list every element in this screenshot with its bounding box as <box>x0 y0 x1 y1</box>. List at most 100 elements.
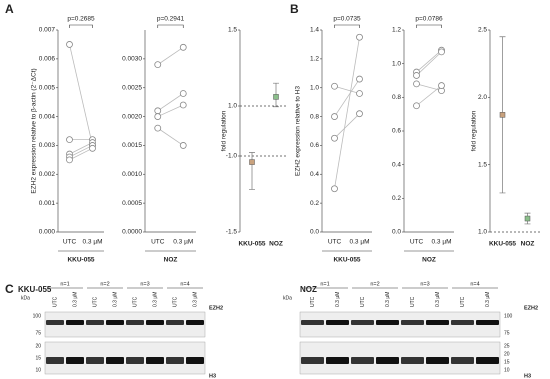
y-tick-label: 1.4 <box>310 27 319 34</box>
data-point <box>66 41 73 48</box>
data-point <box>249 159 255 165</box>
data-point <box>499 112 506 118</box>
replicate-label: n=3 <box>420 281 429 287</box>
data-point <box>413 80 420 88</box>
y-tick-label: 0.0 <box>310 229 319 236</box>
marker-label: 10 <box>504 367 510 373</box>
y-tick-label: 0.0 <box>392 229 401 236</box>
x-tick-label: 0.3 µM <box>82 239 102 246</box>
blot-band <box>326 357 349 364</box>
data-point <box>331 185 338 193</box>
marker-label: 75 <box>504 330 510 336</box>
lane-label: 0.3 µM <box>335 292 341 307</box>
y-tick-label: -1.5 <box>226 229 238 236</box>
y-tick-label: 0.0000 <box>122 229 142 236</box>
kda-label: kDa <box>21 295 30 301</box>
lane-label: 0.3 µM <box>72 292 78 307</box>
data-point <box>179 43 187 51</box>
y-tick-label: 0.005 <box>39 84 56 91</box>
blot-band <box>66 320 84 325</box>
pair-line <box>416 83 442 91</box>
blot-band <box>301 320 324 325</box>
blot-band <box>126 357 144 364</box>
pair-line <box>334 85 360 94</box>
blot-band <box>426 320 449 325</box>
pair-line <box>334 113 360 139</box>
y-tick-label: 0.0025 <box>122 84 142 91</box>
group-label: KKU-055 <box>333 257 360 264</box>
y-tick-label: 0.007 <box>39 27 56 34</box>
data-point <box>438 48 445 56</box>
data-point <box>331 134 338 142</box>
data-point <box>356 110 363 118</box>
y-tick-label: 0.0020 <box>122 113 142 120</box>
y-tick-label: 0.002 <box>39 171 56 178</box>
protein-label: EZH2 <box>524 305 538 311</box>
marker-label: 100 <box>504 313 513 319</box>
pair-line <box>69 145 93 158</box>
blot-band <box>186 357 204 364</box>
x-tick-label: 0.3 µM <box>431 239 451 246</box>
pair-line <box>157 127 184 146</box>
pair-line <box>69 142 93 155</box>
y-tick-label: 1.5 <box>228 27 237 34</box>
lane-label: 0.3 µM <box>112 292 118 307</box>
x-tick-label: UTC <box>328 239 342 246</box>
blot-band <box>46 357 64 364</box>
blot-band <box>301 357 324 364</box>
pair-line <box>157 93 184 112</box>
group-label: KKU-055 <box>67 257 94 264</box>
data-point <box>179 142 187 149</box>
x-tick-label: KKU-055 <box>238 241 265 248</box>
marker-label: 10 <box>35 367 41 373</box>
x-tick-label: KKU-055 <box>489 241 516 248</box>
panel-label: C <box>5 282 14 296</box>
lane-label: 0.3 µM <box>485 292 491 307</box>
lane-label: UTC <box>310 296 316 307</box>
group-label: NOZ <box>422 257 436 264</box>
data-point <box>438 82 445 89</box>
pair-line <box>157 46 184 65</box>
data-point <box>356 90 363 97</box>
y-tick-label: 1.0 <box>478 229 487 236</box>
data-point <box>66 156 73 164</box>
kda-label: kDa <box>283 295 292 301</box>
y-tick-label: 0.003 <box>39 142 56 149</box>
y-tick-label: 2.0 <box>478 94 487 101</box>
y-tick-label: 0.000 <box>39 229 56 236</box>
y-tick-label: 0.0010 <box>122 171 142 178</box>
replicate-label: n=3 <box>140 281 149 287</box>
y-axis-label: EZH2 expression relative to H3 <box>295 86 302 176</box>
replicate-label: n=4 <box>470 281 479 287</box>
lane-label: UTC <box>52 296 58 307</box>
replicate-label: n=1 <box>60 281 69 287</box>
blot-band <box>401 357 424 364</box>
blot-band <box>46 320 64 325</box>
replicate-label: n=4 <box>180 281 189 287</box>
y-tick-label: 0.004 <box>39 113 56 120</box>
data-point <box>273 94 279 100</box>
pair-line <box>69 44 93 146</box>
marker-label: 25 <box>504 343 510 349</box>
data-point <box>154 107 162 115</box>
x-tick-label: 0.3 µM <box>173 239 193 246</box>
marker-label: 15 <box>35 355 41 361</box>
p-value: p=0.0786 <box>415 16 443 23</box>
blot-band <box>451 320 474 325</box>
blot-band <box>476 357 499 364</box>
y-tick-label: 1.0 <box>392 60 401 67</box>
significance-bracket <box>69 24 93 28</box>
x-tick-label: UTC <box>151 239 165 246</box>
protein-label: H3 <box>209 373 216 379</box>
y-tick-label: 0.0015 <box>122 142 142 149</box>
data-point <box>413 72 420 79</box>
y-tick-label: 0.8 <box>310 113 319 120</box>
p-value: p=0.2685 <box>67 16 95 23</box>
blot-band <box>66 357 84 364</box>
data-point <box>413 102 420 110</box>
x-tick-label: 0.3 µM <box>349 239 369 246</box>
lane-label: 0.3 µM <box>152 292 158 307</box>
blot-band <box>166 320 184 325</box>
blot-band <box>476 320 499 325</box>
blot-band <box>376 320 399 325</box>
